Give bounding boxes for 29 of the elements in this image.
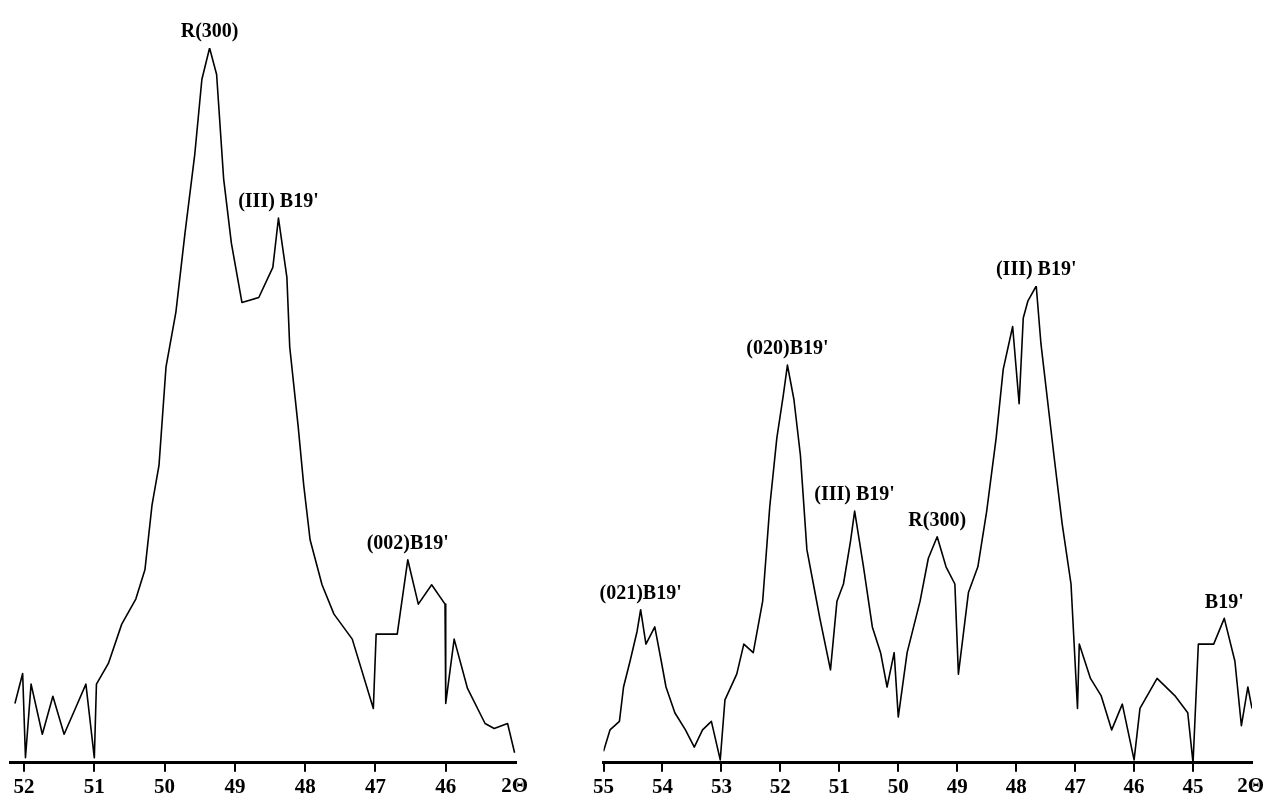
annotation: R(300) (908, 507, 967, 531)
x-tick-label: 49 (224, 773, 246, 798)
x-tick-label: 51 (83, 773, 105, 798)
x-axis-title: 2Θ (1237, 772, 1264, 797)
annotation: (002)B19' (366, 530, 449, 554)
annotation: R(300) (180, 19, 239, 43)
annotation: (021)B19' (599, 580, 682, 604)
annotation: (020)B19' (746, 336, 829, 360)
x-tick-label: 53 (710, 773, 732, 798)
x-tick-label: 49 (946, 773, 968, 798)
x-axis-title: 2Θ (501, 772, 528, 797)
x-tick-label: 51 (828, 773, 850, 798)
x-tick-label: 47 (364, 773, 386, 798)
annotation: (III) B19' (238, 189, 319, 213)
x-tick-label: 46 (1123, 773, 1145, 798)
x-tick-label: 48 (1005, 773, 1027, 798)
x-tick-label: 46 (435, 773, 457, 798)
x-tick-label: 55 (593, 773, 614, 798)
x-tick-label: 50 (887, 773, 909, 798)
annotation: (III) B19' (814, 482, 895, 506)
x-tick-label: 45 (1182, 773, 1204, 798)
x-tick-label: 54 (651, 773, 674, 798)
annotation: B19' (1204, 589, 1244, 612)
x-tick-label: 52 (13, 773, 35, 798)
x-tick-label: 52 (769, 773, 791, 798)
annotation: (III) B19' (995, 257, 1077, 281)
x-tick-label: 50 (154, 773, 176, 798)
x-tick-label: 48 (294, 773, 316, 798)
x-tick-label: 47 (1064, 773, 1086, 798)
